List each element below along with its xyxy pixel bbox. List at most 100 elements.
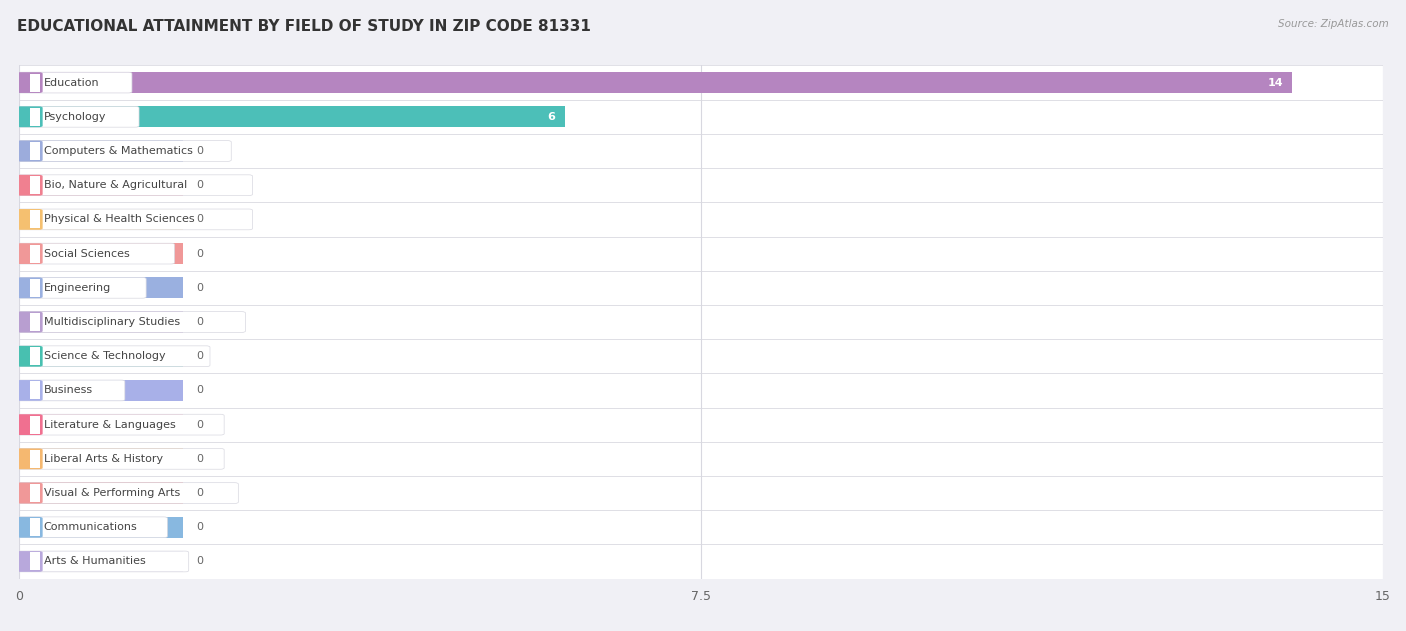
Text: 0: 0 [197, 283, 204, 293]
FancyBboxPatch shape [15, 209, 42, 230]
Bar [20, 545, 1384, 579]
Bar [20, 305, 1384, 339]
Bar [20, 72, 1292, 93]
Text: 0: 0 [197, 317, 204, 327]
FancyBboxPatch shape [15, 449, 224, 469]
Text: 0: 0 [197, 420, 204, 430]
FancyBboxPatch shape [15, 175, 42, 196]
Text: Visual & Performing Arts: Visual & Performing Arts [44, 488, 180, 498]
Text: Computers & Mathematics: Computers & Mathematics [44, 146, 193, 156]
Bar [20, 442, 1384, 476]
FancyBboxPatch shape [30, 450, 39, 468]
FancyBboxPatch shape [15, 346, 209, 367]
FancyBboxPatch shape [15, 278, 42, 298]
FancyBboxPatch shape [15, 449, 42, 469]
Bar [20, 339, 1384, 374]
Bar [20, 237, 1384, 271]
Bar [20, 203, 1384, 237]
Text: Source: ZipAtlas.com: Source: ZipAtlas.com [1278, 19, 1389, 29]
FancyBboxPatch shape [15, 415, 42, 435]
Text: 0: 0 [197, 386, 204, 396]
Bar [20, 66, 1384, 100]
FancyBboxPatch shape [30, 553, 39, 570]
FancyBboxPatch shape [15, 72, 132, 93]
Bar [20, 312, 183, 333]
Text: 0: 0 [197, 488, 204, 498]
FancyBboxPatch shape [30, 142, 39, 160]
FancyBboxPatch shape [30, 416, 39, 433]
Bar [20, 408, 1384, 442]
Bar [20, 476, 1384, 510]
Bar [20, 517, 183, 538]
FancyBboxPatch shape [30, 313, 39, 331]
Bar [20, 209, 183, 230]
FancyBboxPatch shape [15, 243, 42, 264]
Bar [20, 414, 183, 435]
FancyBboxPatch shape [30, 210, 39, 228]
Text: 0: 0 [197, 557, 204, 567]
FancyBboxPatch shape [15, 415, 224, 435]
FancyBboxPatch shape [15, 278, 146, 298]
FancyBboxPatch shape [30, 245, 39, 262]
Bar [20, 380, 183, 401]
Text: Communications: Communications [44, 522, 138, 533]
Text: 0: 0 [197, 522, 204, 533]
FancyBboxPatch shape [15, 483, 239, 504]
Text: 0: 0 [197, 215, 204, 225]
Text: Physical & Health Sciences: Physical & Health Sciences [44, 215, 194, 225]
Text: Liberal Arts & History: Liberal Arts & History [44, 454, 163, 464]
FancyBboxPatch shape [30, 518, 39, 536]
Text: 6: 6 [548, 112, 555, 122]
Bar [20, 483, 183, 504]
FancyBboxPatch shape [15, 312, 246, 333]
Bar [20, 175, 183, 196]
Text: Psychology: Psychology [44, 112, 105, 122]
Bar [20, 551, 183, 572]
Bar [20, 100, 1384, 134]
Text: Education: Education [44, 78, 100, 88]
Bar [20, 134, 1384, 168]
FancyBboxPatch shape [15, 107, 139, 127]
Text: Multidisciplinary Studies: Multidisciplinary Studies [44, 317, 180, 327]
FancyBboxPatch shape [15, 175, 253, 196]
FancyBboxPatch shape [15, 380, 42, 401]
FancyBboxPatch shape [30, 108, 39, 126]
FancyBboxPatch shape [15, 312, 42, 333]
Text: 0: 0 [197, 249, 204, 259]
Bar [20, 374, 1384, 408]
Text: Bio, Nature & Agricultural: Bio, Nature & Agricultural [44, 180, 187, 190]
Text: 0: 0 [197, 351, 204, 361]
FancyBboxPatch shape [30, 279, 39, 297]
Text: Engineering: Engineering [44, 283, 111, 293]
FancyBboxPatch shape [15, 517, 167, 538]
FancyBboxPatch shape [15, 483, 42, 504]
FancyBboxPatch shape [30, 381, 39, 399]
FancyBboxPatch shape [15, 209, 253, 230]
Text: Social Sciences: Social Sciences [44, 249, 129, 259]
FancyBboxPatch shape [30, 176, 39, 194]
Text: 14: 14 [1267, 78, 1284, 88]
FancyBboxPatch shape [15, 107, 42, 127]
Bar [20, 168, 1384, 203]
Text: Science & Technology: Science & Technology [44, 351, 165, 361]
Bar [20, 448, 183, 469]
Bar [20, 271, 1384, 305]
FancyBboxPatch shape [15, 551, 188, 572]
Bar [20, 106, 565, 127]
Text: 0: 0 [197, 180, 204, 190]
FancyBboxPatch shape [15, 380, 125, 401]
FancyBboxPatch shape [15, 141, 42, 162]
Bar [20, 277, 183, 298]
FancyBboxPatch shape [30, 74, 39, 91]
FancyBboxPatch shape [15, 346, 42, 367]
Bar [20, 346, 183, 367]
FancyBboxPatch shape [15, 243, 174, 264]
Text: Literature & Languages: Literature & Languages [44, 420, 176, 430]
FancyBboxPatch shape [15, 551, 42, 572]
Bar [20, 140, 183, 162]
FancyBboxPatch shape [30, 484, 39, 502]
FancyBboxPatch shape [15, 517, 42, 538]
Bar [20, 243, 183, 264]
Text: EDUCATIONAL ATTAINMENT BY FIELD OF STUDY IN ZIP CODE 81331: EDUCATIONAL ATTAINMENT BY FIELD OF STUDY… [17, 19, 591, 34]
Text: Arts & Humanities: Arts & Humanities [44, 557, 145, 567]
